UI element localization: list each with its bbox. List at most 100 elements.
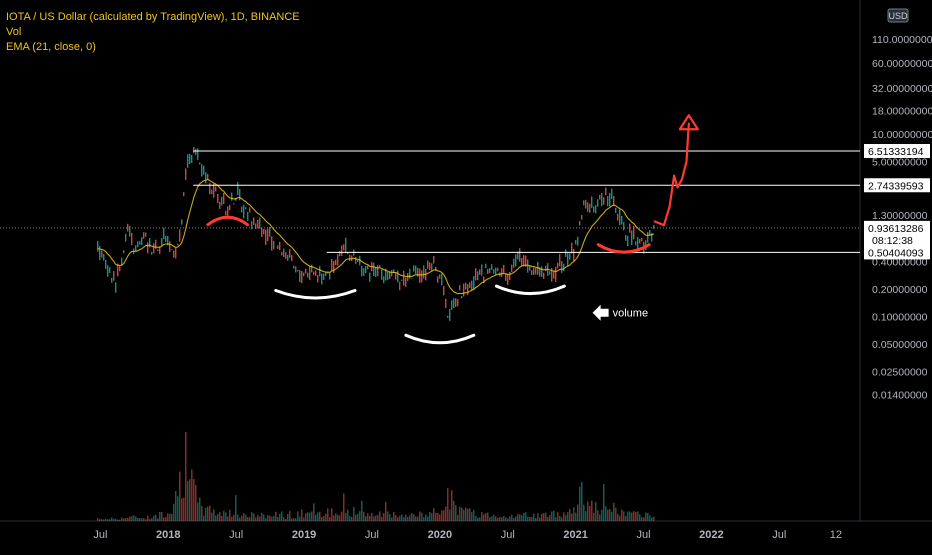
projection-arrowhead (678, 114, 699, 131)
volume-bar (129, 516, 131, 521)
volume-bar (447, 487, 449, 521)
volume-bar (409, 515, 411, 521)
volume-bar (159, 511, 161, 521)
volume-bar (249, 517, 251, 521)
volume-bar (375, 515, 377, 521)
price-tick-label: 32.00000000 (872, 83, 932, 95)
volume-bar (443, 510, 445, 521)
volume-bar (291, 518, 293, 521)
volume-bar (423, 517, 425, 521)
volume-bar (175, 491, 177, 521)
volume-bar (427, 516, 429, 521)
price-tick-label: 10.00000000 (872, 129, 932, 141)
volume-bar (631, 512, 633, 521)
time-tick-label: 2020 (428, 529, 452, 541)
volume-bar (171, 513, 173, 521)
volume-bar (281, 511, 283, 521)
volume-bar (405, 514, 407, 521)
volume-bar (429, 512, 431, 521)
volume-bar (633, 511, 635, 521)
volume-bar (495, 516, 497, 521)
volume-bar (233, 514, 235, 521)
volume-bar (367, 513, 369, 521)
volume-bar (135, 516, 137, 521)
volume-bar (553, 510, 555, 521)
volume-bar (599, 514, 601, 521)
volume-bar (191, 469, 193, 521)
volume-bar (207, 506, 209, 521)
volume-bar (589, 505, 591, 521)
volume-bar (189, 479, 191, 521)
volume-bar (205, 507, 207, 521)
ema-indicator-label[interactable]: EMA (21, close, 0) (6, 41, 96, 53)
volume-bar (459, 506, 461, 521)
volume-bar (143, 518, 145, 521)
volume-bar (263, 514, 265, 521)
volume-bar (517, 514, 519, 521)
volume-bar (529, 517, 531, 521)
volume-bar (345, 513, 347, 521)
volume-bar (105, 519, 107, 521)
volume-bar (303, 517, 305, 521)
volume-bar (595, 502, 597, 521)
volume-bar (543, 513, 545, 521)
volume-bar (101, 519, 103, 521)
volume-bar (201, 505, 203, 521)
volume-bar (267, 515, 269, 521)
volume-bar (239, 517, 241, 521)
volume-bar (329, 517, 331, 521)
level-price-tag (864, 245, 930, 260)
symbol-title[interactable]: IOTA / US Dollar (calculated by TradingV… (6, 11, 300, 23)
volume-bar (607, 509, 609, 521)
volume-bar (387, 511, 389, 521)
volume-bar (161, 511, 163, 521)
volume-bar (315, 514, 317, 521)
volume-bar (465, 507, 467, 521)
volume-bar (537, 513, 539, 521)
volume-bar (483, 514, 485, 521)
volume-indicator-label[interactable]: Vol (6, 26, 22, 38)
volume-bar (381, 516, 383, 521)
volume-bar (297, 511, 299, 521)
price-tick-label: 0.05000000 (872, 339, 928, 351)
volume-bar (651, 517, 653, 521)
current-price-tag (864, 220, 930, 247)
volume-bar (287, 513, 289, 521)
volume-bar (243, 513, 245, 521)
volume-bar (401, 514, 403, 521)
time-tick-label: 2021 (563, 529, 587, 541)
volume-bar (555, 517, 557, 521)
annotation-layer: volume (206, 114, 699, 345)
volume-bar (99, 519, 101, 521)
volume-bar (473, 509, 475, 521)
volume-bar (361, 500, 363, 521)
volume-bar (371, 512, 373, 521)
volume-bar (275, 511, 277, 521)
time-axis[interactable]: Jul 2018 Jul 2019 Jul 2020 Jul 2021 Jul 2022 Jul 12 (93, 529, 842, 541)
volume-bar (455, 505, 457, 521)
volume-bar (227, 516, 229, 521)
volume-bar (621, 509, 623, 521)
volume-bar (545, 512, 547, 521)
volume-bar (319, 511, 321, 521)
volume-bar (523, 513, 525, 521)
volume-bar (421, 512, 423, 521)
time-tick-label: Jul (637, 529, 651, 541)
volume-bar (609, 508, 611, 521)
price-tick-label: 0.02500000 (872, 366, 928, 378)
price-axis[interactable]: 110.00000000 60.00000000 32.00000000 18.000… (864, 8, 932, 401)
volume-bar (623, 511, 625, 521)
volume-bar (253, 513, 255, 521)
drawn-arc-annotation (206, 215, 249, 227)
volume-bar (509, 516, 511, 521)
volume-bar (107, 519, 109, 521)
time-tick-label: 2022 (699, 529, 723, 541)
volume-bar (295, 518, 297, 521)
volume-bar (637, 511, 639, 521)
time-tick-label: 2018 (156, 529, 180, 541)
volume-bar (569, 509, 571, 521)
volume-bar (265, 518, 267, 521)
